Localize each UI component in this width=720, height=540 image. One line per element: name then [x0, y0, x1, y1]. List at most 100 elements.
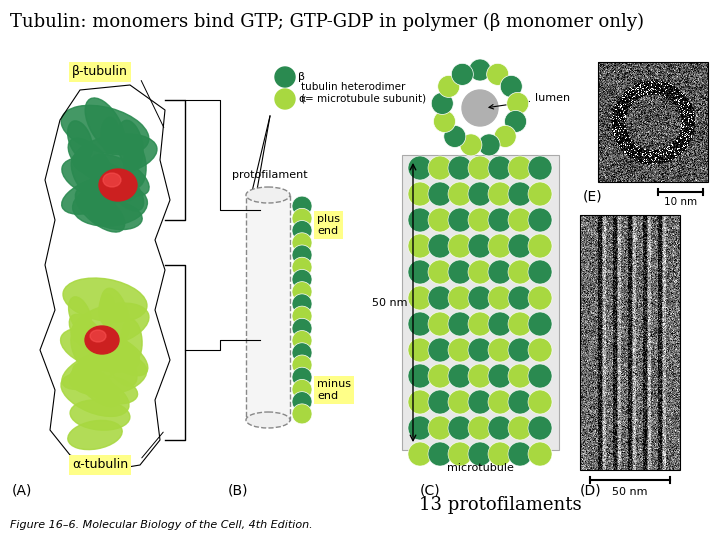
Text: Tubulin: monomers bind GTP; GTP-GDP in polymer (β monomer only): Tubulin: monomers bind GTP; GTP-GDP in p…	[10, 13, 644, 31]
Circle shape	[494, 125, 516, 147]
Circle shape	[528, 416, 552, 440]
Circle shape	[488, 312, 512, 336]
Circle shape	[428, 182, 452, 206]
Circle shape	[292, 319, 312, 339]
Circle shape	[428, 286, 452, 310]
Circle shape	[468, 338, 492, 362]
Circle shape	[448, 286, 472, 310]
Ellipse shape	[73, 363, 120, 407]
Circle shape	[292, 343, 312, 363]
Circle shape	[448, 156, 472, 180]
Circle shape	[451, 63, 473, 85]
Circle shape	[468, 156, 492, 180]
Circle shape	[508, 286, 532, 310]
Circle shape	[433, 111, 456, 132]
Bar	[580, 215, 680, 470]
Circle shape	[292, 282, 312, 302]
Circle shape	[408, 390, 432, 414]
Circle shape	[528, 312, 552, 336]
Circle shape	[292, 233, 312, 253]
Circle shape	[292, 269, 312, 289]
Circle shape	[448, 364, 472, 388]
Ellipse shape	[63, 278, 147, 322]
Circle shape	[292, 380, 312, 400]
Circle shape	[428, 338, 452, 362]
Circle shape	[528, 390, 552, 414]
Circle shape	[508, 442, 532, 466]
Text: Figure 16–6. Molecular Biology of the Cell, 4th Edition.: Figure 16–6. Molecular Biology of the Ce…	[10, 520, 312, 530]
Ellipse shape	[91, 154, 149, 196]
Circle shape	[438, 76, 460, 97]
FancyBboxPatch shape	[402, 155, 559, 450]
Circle shape	[488, 286, 512, 310]
Circle shape	[528, 156, 552, 180]
Circle shape	[448, 182, 472, 206]
Ellipse shape	[70, 400, 130, 430]
Circle shape	[448, 390, 472, 414]
Circle shape	[292, 196, 312, 216]
Ellipse shape	[85, 98, 125, 152]
Circle shape	[448, 208, 472, 232]
Circle shape	[428, 234, 452, 258]
Text: 50 nm: 50 nm	[372, 298, 408, 307]
Ellipse shape	[62, 350, 122, 389]
Circle shape	[292, 392, 312, 411]
Circle shape	[468, 442, 492, 466]
Ellipse shape	[76, 188, 125, 232]
Circle shape	[448, 338, 472, 362]
Ellipse shape	[85, 326, 119, 354]
Circle shape	[507, 92, 528, 114]
Circle shape	[528, 286, 552, 310]
Ellipse shape	[68, 421, 122, 450]
Circle shape	[428, 156, 452, 180]
Text: β: β	[298, 72, 305, 82]
Circle shape	[478, 134, 500, 156]
Circle shape	[292, 257, 312, 277]
Circle shape	[488, 390, 512, 414]
Circle shape	[448, 234, 472, 258]
Circle shape	[488, 156, 512, 180]
Ellipse shape	[107, 169, 144, 211]
Circle shape	[428, 312, 452, 336]
Circle shape	[428, 364, 452, 388]
Ellipse shape	[69, 314, 107, 356]
Ellipse shape	[103, 173, 121, 187]
Circle shape	[408, 182, 432, 206]
Ellipse shape	[88, 200, 142, 230]
Circle shape	[488, 338, 512, 362]
Circle shape	[444, 125, 466, 147]
Circle shape	[408, 156, 432, 180]
Circle shape	[448, 416, 472, 440]
Ellipse shape	[86, 376, 138, 404]
Circle shape	[408, 260, 432, 284]
Ellipse shape	[71, 154, 99, 196]
Ellipse shape	[96, 334, 148, 376]
Text: 50 nm: 50 nm	[612, 487, 648, 497]
Circle shape	[408, 286, 432, 310]
Circle shape	[408, 234, 432, 258]
Circle shape	[488, 208, 512, 232]
Ellipse shape	[246, 187, 290, 203]
Circle shape	[487, 63, 508, 85]
Ellipse shape	[71, 303, 149, 347]
Circle shape	[408, 442, 432, 466]
Circle shape	[508, 234, 532, 258]
Circle shape	[508, 312, 532, 336]
Circle shape	[488, 260, 512, 284]
Circle shape	[468, 364, 492, 388]
Circle shape	[275, 89, 295, 109]
Text: (E): (E)	[583, 190, 603, 204]
Circle shape	[462, 90, 498, 126]
Ellipse shape	[68, 138, 112, 182]
Circle shape	[528, 338, 552, 362]
Ellipse shape	[99, 294, 115, 326]
Circle shape	[488, 442, 512, 466]
Circle shape	[508, 182, 532, 206]
Circle shape	[508, 364, 532, 388]
Circle shape	[528, 442, 552, 466]
Text: (A): (A)	[12, 483, 32, 497]
Text: plus
end: plus end	[317, 214, 340, 236]
Text: protofilament: protofilament	[232, 170, 308, 180]
Circle shape	[488, 234, 512, 258]
Text: 13 protofilaments: 13 protofilaments	[419, 496, 581, 514]
